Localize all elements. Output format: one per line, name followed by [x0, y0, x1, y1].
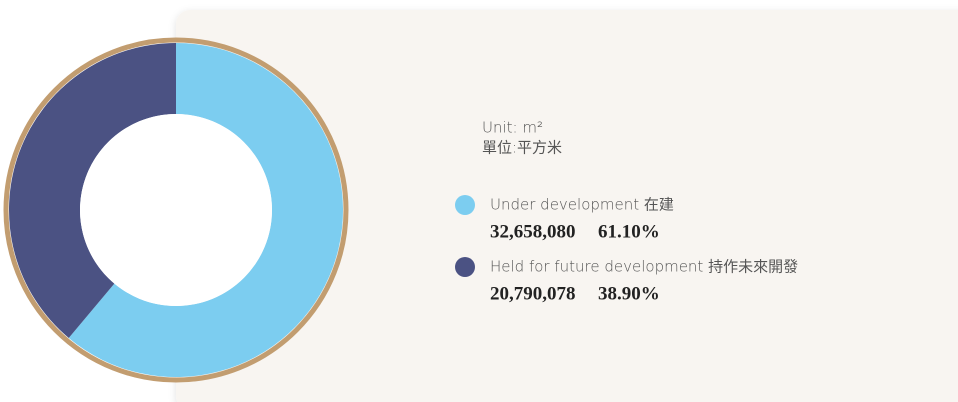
donut-hole: [80, 114, 272, 306]
card: [176, 10, 958, 402]
legend-label: Held for future development 持作未來開發: [490, 258, 798, 276]
legend-swatch: [455, 195, 475, 215]
unit-label: Unit: m²: [482, 119, 543, 137]
donut-slice: [8, 43, 176, 338]
legend-label: Under development 在建: [490, 196, 674, 214]
value-label: 32,658,080: [490, 221, 576, 242]
percent-label: 38.90%: [598, 283, 660, 304]
outer-ring: [3, 37, 349, 383]
unit-label-zh: 單位:平方米: [482, 139, 562, 157]
legend: Under development 在建 32,658,080 61.10% Held…: [455, 195, 798, 304]
value-label: 20,790,078: [490, 283, 576, 304]
donut-slice: [68, 43, 343, 377]
percent-label: 61.10%: [598, 221, 660, 242]
donut: [3, 37, 349, 383]
legend-swatch: [455, 257, 475, 277]
